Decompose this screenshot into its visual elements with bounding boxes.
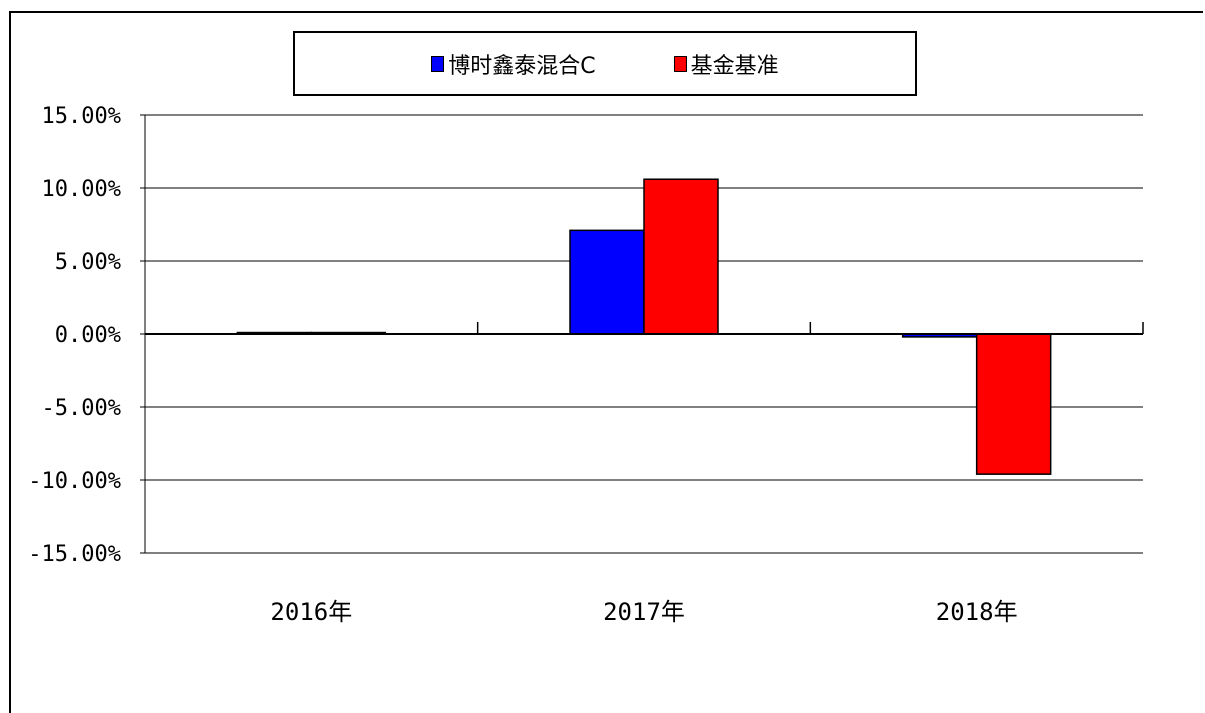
x-tick-label-2: 2018年: [936, 598, 1018, 626]
y-tick-label-4: -5.00%: [42, 396, 121, 421]
y-tick-label-2: 5.00%: [55, 250, 121, 275]
chart-frame: [9, 11, 1203, 713]
bar-s1-c2: [975, 333, 1052, 475]
legend: 博时鑫泰混合C 基金基准: [293, 31, 917, 96]
legend-label-fund: 博时鑫泰混合C: [448, 53, 596, 79]
y-tick-label-3: 0.00%: [55, 323, 121, 348]
x-tick-label-0: 2016年: [270, 598, 352, 626]
bar-s1-c1: [643, 178, 719, 335]
x-tick-label-1: 2017年: [603, 598, 685, 626]
legend-swatch-fund: [431, 55, 445, 72]
legend-entry-benchmark: 基金基准: [673, 48, 779, 80]
legend-swatch-benchmark: [673, 55, 687, 72]
y-tick-label-6: -15.00%: [28, 542, 121, 567]
legend-entry-fund: 博时鑫泰混合C: [431, 48, 596, 80]
y-tick-label-0: 15.00%: [42, 104, 121, 129]
y-tick-label-5: -10.00%: [28, 469, 121, 494]
legend-label-benchmark: 基金基准: [690, 53, 779, 79]
bar-s0-c1: [569, 229, 645, 335]
y-tick-label-1: 10.00%: [42, 177, 121, 202]
